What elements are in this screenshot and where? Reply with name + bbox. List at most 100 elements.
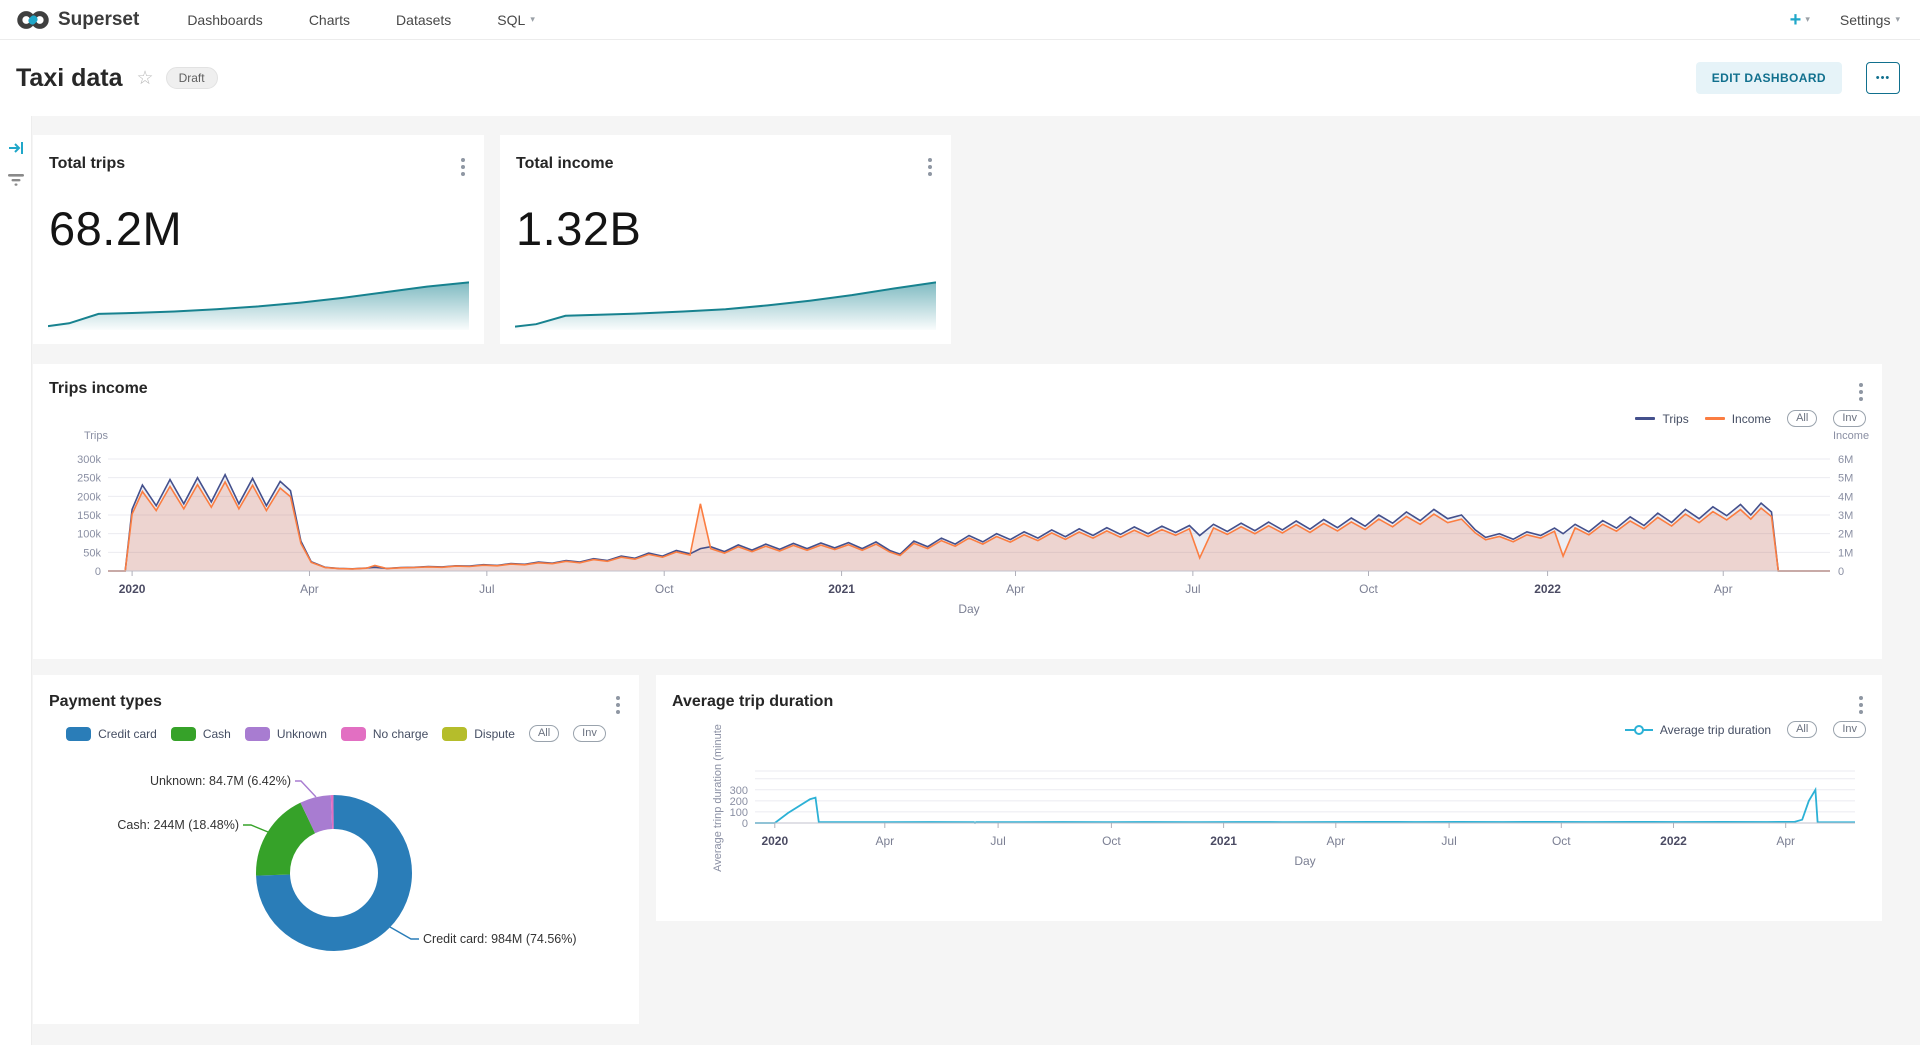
legend-item-avg-trip-duration[interactable]: Average trip duration	[1624, 722, 1772, 737]
y-right-tick-label: 3M	[1838, 510, 1853, 522]
nav-dashboards[interactable]: Dashboards	[187, 11, 263, 28]
total-trips-sparkline	[48, 281, 469, 330]
expand-filter-bar-icon[interactable]	[7, 140, 25, 161]
kpi-value: 68.2M	[49, 202, 183, 255]
x-tick-label: 2020	[761, 834, 788, 848]
y-right-axis-title: Income	[1833, 430, 1869, 442]
legend-item-cash[interactable]: Cash	[170, 726, 231, 741]
payment-types-panel: Payment types Credit card Cash Unknown No c…	[33, 675, 639, 1024]
page-title: Taxi data	[16, 63, 123, 92]
legend-scope-pill-inv[interactable]: Inv	[1833, 721, 1866, 738]
income-line[interactable]	[108, 480, 1830, 572]
chart-title: Trips income	[49, 380, 148, 397]
avg-duration-legend: Average trip duration All Inv	[1624, 721, 1866, 738]
edit-dashboard-button[interactable]: EDIT DASHBOARD	[1695, 62, 1842, 94]
x-tick-label: Apr	[1776, 834, 1795, 848]
x-tick-label: Jul	[1185, 582, 1200, 596]
legend-label: Income	[1731, 411, 1772, 426]
x-tick-label: 2020	[119, 582, 146, 596]
chevron-down-icon: ▾	[530, 14, 535, 24]
donut-slice-cash[interactable]	[256, 795, 412, 951]
x-tick-label: Oct	[1359, 582, 1378, 596]
payment-types-donut-chart[interactable]: Unknown: 84.7M (6.42%) Cash: 244M (18.48%…	[33, 755, 639, 1024]
x-tick-label: Apr	[1006, 582, 1025, 596]
legend-item-income[interactable]: Income	[1704, 411, 1772, 426]
trips-income-panel: Trips income Trips Income All Inv 300k 6M 250…	[33, 364, 1882, 659]
brand-name: Superset	[58, 8, 140, 30]
y-left-tick-label: 100k	[77, 529, 101, 541]
nav-datasets[interactable]: Datasets	[396, 11, 452, 28]
donut-slice-no-charge[interactable]	[256, 795, 412, 951]
y-right-tick-label: 5M	[1838, 473, 1853, 485]
y-right-tick-label: 1M	[1838, 547, 1853, 559]
legend-item-unknown[interactable]: Unknown	[244, 726, 327, 741]
legend-label: Dispute	[474, 726, 515, 741]
x-tick-label: Jul	[990, 834, 1005, 848]
nav-items: Dashboards Charts Datasets SQL ▾	[187, 12, 535, 28]
legend-item-trips[interactable]: Trips	[1635, 412, 1689, 426]
kpi-value: 1.32B	[516, 202, 642, 255]
legend-scope-pill-all[interactable]: All	[528, 725, 560, 742]
legend-color-swatch	[442, 726, 468, 741]
chart-title: Average trip duration	[672, 693, 834, 710]
nav-sql[interactable]: SQL ▾	[497, 11, 535, 28]
new-item-button[interactable]: + ▾	[1790, 10, 1810, 30]
y-left-tick-label: 50k	[83, 547, 101, 559]
x-tick-label: Oct	[1102, 834, 1121, 848]
chevron-down-icon: ▾	[1805, 14, 1810, 24]
status-badge: Draft	[165, 67, 218, 89]
y-right-tick-label: 2M	[1838, 529, 1853, 541]
y-tick-label: 300	[730, 785, 748, 797]
legend-scope-pill-all[interactable]: All	[1787, 410, 1818, 427]
trips-income-chart[interactable]: 300k 6M 250k 5M 200k 4M 150k 3M 100k 2M 50k 1M 0 0 Tri…	[33, 404, 1882, 659]
legend-label: Cash	[202, 726, 231, 741]
y-right-tick-label: 6M	[1838, 454, 1853, 466]
total-trips-card: Total trips 68.2M	[33, 135, 484, 344]
y-left-tick-label: 150k	[77, 510, 101, 522]
filter-bar-collapsed	[0, 116, 32, 1045]
superset-logo[interactable]: Superset	[16, 9, 139, 31]
x-tick-label: 2021	[1210, 834, 1237, 848]
chart-menu-kebab-icon[interactable]	[925, 155, 935, 179]
y-tick-label: 200	[730, 796, 748, 808]
dashboard-more-button[interactable]: •••	[1866, 62, 1900, 94]
trips-line[interactable]	[108, 472, 1830, 572]
legend-color-swatch	[244, 726, 270, 741]
legend-item-dispute[interactable]: Dispute	[442, 726, 515, 741]
legend-color-swatch	[170, 726, 196, 741]
legend-line-circle-marker	[1624, 724, 1653, 736]
favorite-star-icon[interactable]: ☆	[136, 67, 154, 89]
chart-menu-kebab-icon[interactable]	[1856, 380, 1866, 404]
chart-menu-kebab-icon[interactable]	[458, 155, 468, 179]
callout-leader-line	[389, 926, 419, 940]
x-tick-label: Jul	[479, 582, 494, 596]
legend-scope-pill-all[interactable]: All	[1787, 721, 1818, 738]
avg-duration-line[interactable]	[755, 786, 1855, 825]
x-tick-label: Apr	[300, 582, 319, 596]
legend-label: Average trip duration	[1659, 722, 1772, 737]
x-tick-label: 2022	[1660, 834, 1687, 848]
legend-scope-pill-inv[interactable]: Inv	[573, 725, 606, 742]
chart-menu-kebab-icon[interactable]	[613, 693, 623, 717]
chart-menu-kebab-icon[interactable]	[1856, 693, 1866, 717]
legend-item-no-charge[interactable]: No charge	[340, 726, 429, 741]
nav-charts[interactable]: Charts	[308, 11, 351, 28]
filter-icon[interactable]	[7, 172, 25, 193]
total-income-card: Total income 1.32B	[500, 135, 951, 344]
x-tick-label: Oct	[1552, 834, 1571, 848]
legend-item-credit-card[interactable]: Credit card	[66, 726, 157, 741]
legend-scope-pill-inv[interactable]: Inv	[1833, 410, 1866, 427]
total-income-sparkline	[515, 281, 936, 330]
x-tick-label: Jul	[1441, 834, 1456, 848]
plus-icon: +	[1789, 8, 1802, 31]
legend-label: Unknown	[276, 726, 327, 741]
sparkline-area	[48, 282, 469, 330]
chevron-down-icon: ▾	[1895, 14, 1900, 24]
donut-callout-label: Cash: 244M (18.48%)	[117, 818, 239, 832]
x-axis-title: Day	[958, 602, 979, 616]
trips-income-legend: Trips Income All Inv	[1635, 410, 1866, 427]
settings-menu[interactable]: Settings ▾	[1839, 11, 1900, 28]
legend-label: No charge	[372, 726, 429, 741]
